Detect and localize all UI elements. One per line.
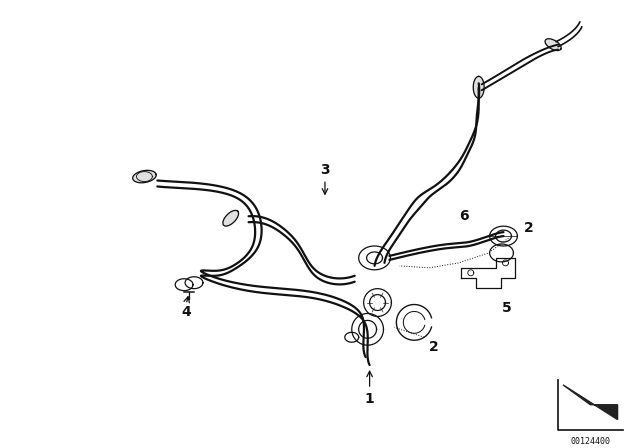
Text: 6: 6 — [459, 209, 468, 223]
Polygon shape — [223, 211, 239, 226]
Text: 5: 5 — [502, 301, 511, 314]
Text: 3: 3 — [320, 163, 330, 194]
Polygon shape — [132, 170, 156, 183]
Text: 2: 2 — [524, 221, 533, 235]
Text: 00124400: 00124400 — [570, 437, 611, 447]
Polygon shape — [563, 385, 618, 420]
Polygon shape — [545, 39, 561, 51]
Polygon shape — [473, 76, 484, 98]
Text: 4: 4 — [181, 306, 191, 319]
Text: 2: 2 — [429, 340, 439, 354]
Text: 1: 1 — [365, 371, 374, 406]
